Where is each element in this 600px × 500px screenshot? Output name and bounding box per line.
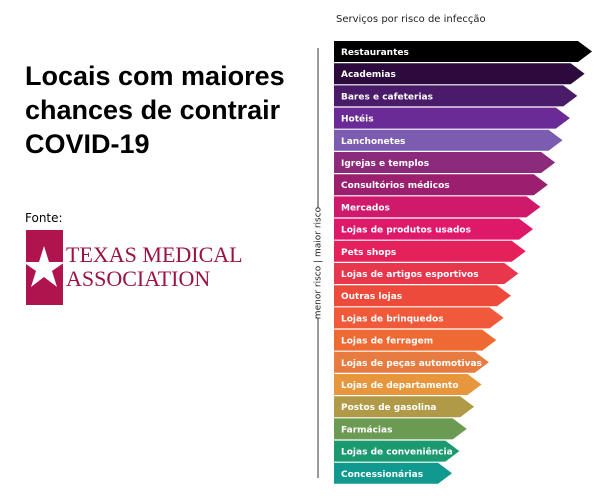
risk-bar xyxy=(334,329,497,351)
title-line: COVID-19 xyxy=(25,129,150,159)
bar-label: Lojas de brinquedos xyxy=(341,314,444,324)
bar-label: Pets shops xyxy=(341,248,396,258)
risk-bar xyxy=(334,263,519,284)
risk-bar xyxy=(334,374,482,395)
source-label: Fonte: xyxy=(25,211,63,225)
risk-bar xyxy=(334,196,541,218)
risk-bar xyxy=(334,351,489,373)
bar-label: Academias xyxy=(341,70,396,80)
risk-bar xyxy=(334,63,585,85)
bar-label: Outras lojas xyxy=(341,292,402,302)
risk-bar xyxy=(334,307,504,329)
bar-label: Farmácias xyxy=(341,425,392,435)
title-line: chances de contrair xyxy=(25,95,281,125)
risk-bar xyxy=(334,396,475,418)
logo-star xyxy=(23,246,65,287)
logo-text: TEXAS MEDICAL xyxy=(66,242,243,267)
bar-label: Mercados xyxy=(341,203,390,213)
bars: Restaurantes Academias Bares e cafeterias H… xyxy=(334,41,592,484)
risk-bar xyxy=(334,218,534,240)
bar-label: Lojas de departamento xyxy=(341,381,459,391)
bar-label: Lojas de artigos esportivos xyxy=(341,270,479,280)
axis-label: menor risco | maior risco xyxy=(314,206,324,319)
risk-bar xyxy=(334,41,592,62)
logo-text: ASSOCIATION xyxy=(66,266,210,291)
risk-bar xyxy=(334,418,467,440)
title-line: Locais com maiores xyxy=(25,61,285,91)
risk-bar xyxy=(334,240,526,262)
bar-label: Postos de gasolina xyxy=(341,403,437,413)
bar-label: Igrejas e templos xyxy=(341,159,429,169)
bar-label: Lanchonetes xyxy=(341,137,405,147)
axis-label-bg xyxy=(312,208,324,318)
risk-bar xyxy=(334,85,578,107)
bar-label: Lojas de conveniência xyxy=(341,447,453,458)
risk-bar xyxy=(334,129,563,151)
risk-bar xyxy=(334,174,548,196)
ranking-title: Serviços por risco de infecção xyxy=(336,14,486,25)
risk-bar xyxy=(334,440,460,462)
bar-label: Concessionárias xyxy=(341,470,423,480)
risk-bar xyxy=(334,462,452,484)
risk-bar xyxy=(334,285,511,307)
bar-label: Restaurantes xyxy=(341,48,409,58)
bar-label: Lojas de ferragem xyxy=(341,337,433,347)
bar-label: Bares e cafeterias xyxy=(341,92,433,102)
risk-bar xyxy=(334,107,570,129)
bar-label: Consultórios médicos xyxy=(341,180,450,191)
logo: TEXAS MEDICAL ASSOCIATION xyxy=(23,230,243,305)
bar-label: Lojas de produtos usados xyxy=(341,226,471,236)
bar-label: Hotéis xyxy=(341,114,374,125)
bar-label: Lojas de peças automotivas xyxy=(341,359,482,369)
risk-bar xyxy=(334,152,556,173)
